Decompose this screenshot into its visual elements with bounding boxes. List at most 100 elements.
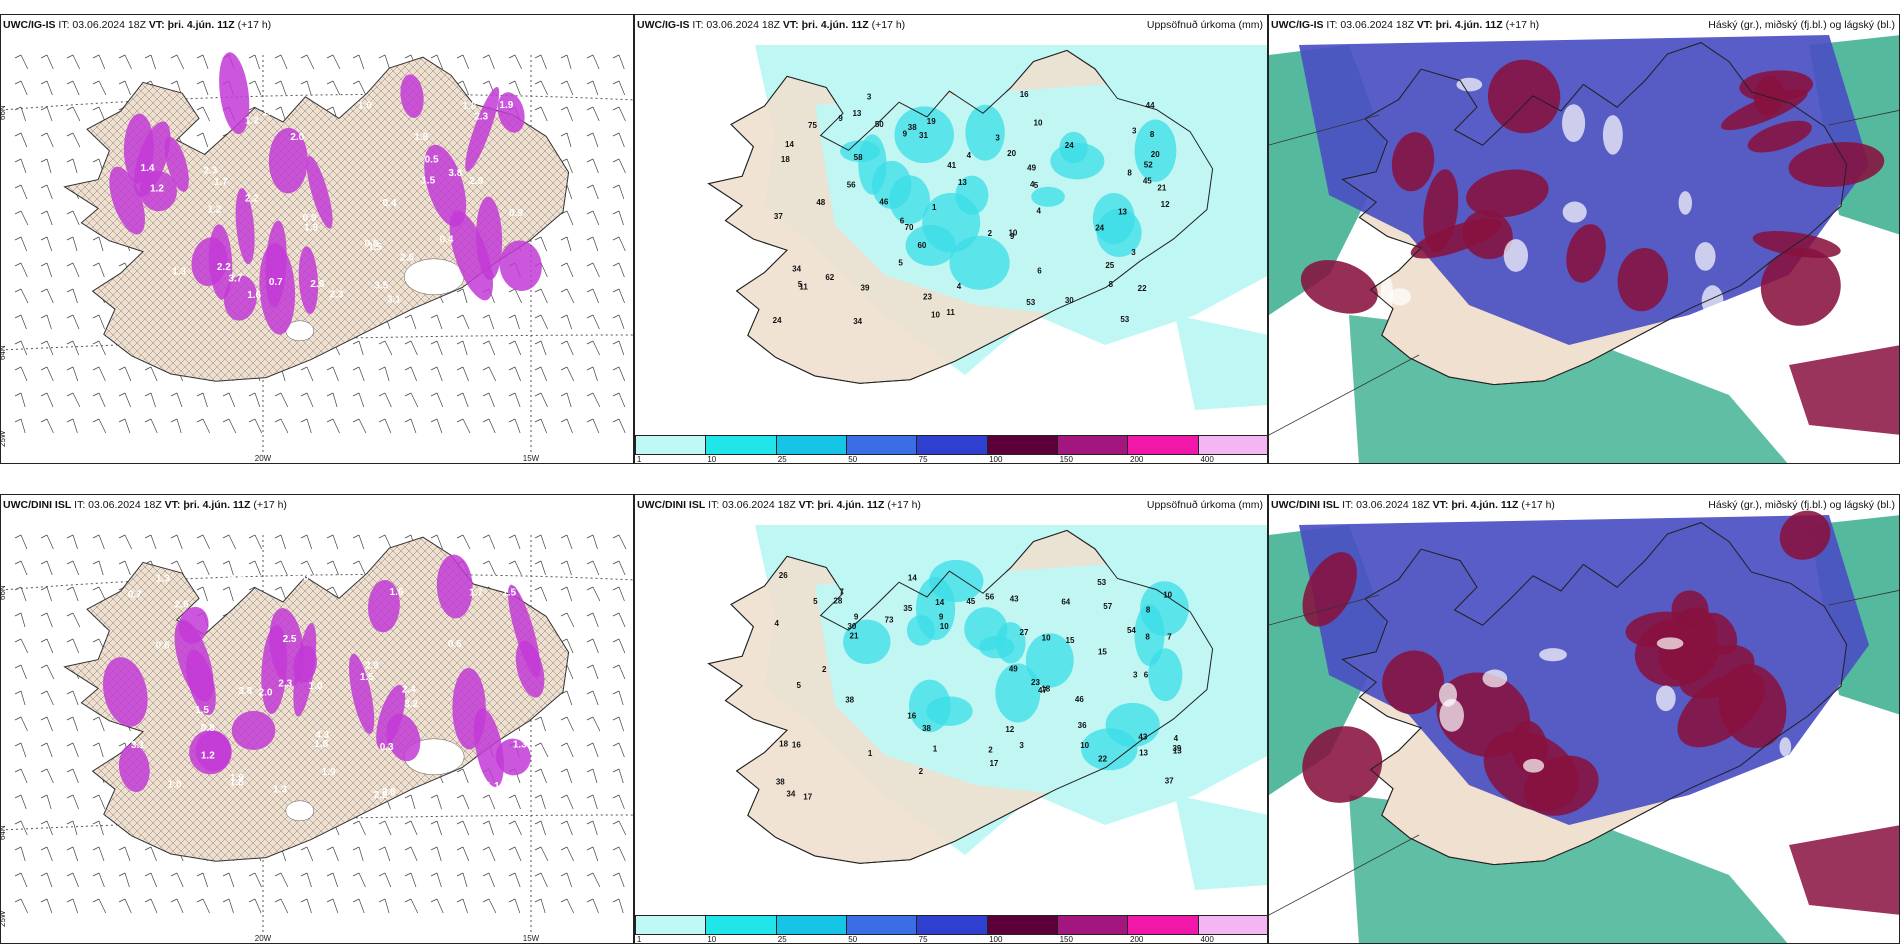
wind-barb — [222, 418, 237, 434]
snow-value-label: 1.5 — [195, 705, 209, 716]
snow-value-label: 1.0 — [309, 681, 323, 692]
wind-barb — [40, 638, 54, 654]
wind-barb — [404, 898, 419, 914]
wind-barb — [560, 236, 572, 252]
snow-value-label: 2.4 — [402, 685, 416, 696]
snow-value-label: 1.3 — [513, 740, 527, 751]
wind-barb — [40, 898, 53, 914]
precip-map[interactable]: 1234658311124626070537558451021495652383… — [635, 15, 1268, 435]
lon-label-mid: 20W — [255, 454, 272, 463]
snow-value-label: 0.4 — [382, 198, 396, 209]
precip-value-label: 10 — [1163, 591, 1172, 600]
snow-value-label: 2.3 — [329, 290, 343, 301]
snow-value-label: 2.0 — [290, 132, 304, 143]
wind-barb — [378, 820, 392, 836]
wind-barb — [248, 418, 263, 434]
wind-barb — [66, 132, 81, 148]
wind-barb — [66, 366, 79, 382]
precip-value-label: 38 — [845, 696, 854, 705]
wind-snow-map[interactable]: 3.1 1.2 2.2 2.3 3.8 3.5 0.9 2.2 1.9 3.7 1.3 1.4 0.9 0… — [1, 15, 634, 464]
wind-barb — [170, 392, 183, 408]
snow-area — [269, 608, 305, 687]
wind-barb — [586, 872, 601, 888]
wind-barb — [586, 106, 600, 122]
wind-barb — [66, 314, 80, 330]
wind-barb — [378, 534, 392, 550]
wind-barb — [456, 392, 469, 408]
precip-value-label: 25 — [1105, 261, 1114, 270]
snow-area — [298, 246, 319, 315]
wind-barb — [404, 366, 417, 382]
wind-panel-top: UWC/IG-IS IT: 03.06.2024 18Z VT: þri. 4.… — [0, 14, 634, 464]
snow-area — [499, 240, 542, 291]
wind-barb — [586, 288, 599, 304]
lat-label-top: 66N — [1, 105, 7, 120]
precip-area-light — [1175, 795, 1267, 890]
wind-barb — [274, 872, 289, 888]
wind-barb — [612, 288, 625, 304]
snow-value-label: 2.5 — [283, 634, 297, 645]
wind-barb — [352, 820, 366, 836]
high-cloud-area — [1410, 218, 1502, 259]
high-cloud-area — [1566, 224, 1606, 283]
precip-value-label: 41 — [947, 161, 956, 170]
cloud-map[interactable] — [1269, 495, 1900, 944]
wind-barb — [144, 872, 157, 888]
precip-value-label: 10 — [1080, 741, 1089, 750]
wind-barb — [14, 794, 27, 810]
wind-barb — [66, 586, 79, 602]
wind-barb — [430, 314, 443, 330]
high-cloud-area — [1658, 607, 1717, 681]
precip-value-label: 57 — [1103, 602, 1112, 611]
snow-value-label: 0.6 — [448, 639, 462, 650]
wind-barb — [430, 820, 442, 836]
wind-barb — [612, 132, 625, 148]
cloud-gap — [1380, 274, 1394, 314]
colorbar-swatch — [846, 436, 918, 454]
wind-barb — [300, 418, 312, 434]
precip-value-label: 38 — [776, 778, 785, 787]
colorbar-tick-label: 50 — [848, 455, 858, 464]
wind-barb — [40, 586, 52, 602]
precip-area-mid — [1140, 581, 1189, 636]
wind-barb — [14, 898, 28, 914]
panel-label: Uppsöfnuð úrkoma (mm) — [1146, 499, 1263, 511]
wind-barb — [456, 846, 470, 862]
precip-value-label: 10 — [940, 622, 949, 631]
snow-value-label: 1.2 — [150, 183, 164, 194]
snow-value-label: 1.8 — [230, 777, 244, 788]
cloud-map[interactable] — [1269, 15, 1900, 464]
precip-value-label: 4 — [1174, 734, 1179, 743]
panel-title: UWC/IG-IS IT: 03.06.2024 18Z VT: þri. 4.… — [637, 19, 906, 31]
cloud-gap — [1695, 242, 1716, 271]
wind-snow-map[interactable]: 1.3 2.2 1.9 1.4 3.3 2.6 3.8 1.1 3.0 2.5 1.7 1.9 2.3 1… — [1, 495, 634, 944]
wind-barb — [404, 794, 416, 810]
precip-value-label: 3 — [995, 134, 1000, 143]
wind-barb — [144, 366, 158, 382]
snow-value-label: 1.3 — [273, 785, 287, 796]
high-cloud-area — [1302, 552, 1357, 627]
wind-barb — [196, 560, 210, 576]
wind-barb — [534, 366, 548, 382]
wind-barb — [534, 534, 547, 550]
wind-barb — [378, 418, 392, 434]
wind-barb — [560, 690, 573, 706]
panel-title: UWC/IG-IS IT: 03.06.2024 18Z VT: þri. 4.… — [3, 19, 272, 31]
snow-area — [465, 86, 500, 172]
wind-barb — [612, 872, 625, 888]
wind-barb — [196, 586, 208, 602]
wind-barb — [300, 898, 312, 914]
precip-value-label: 9 — [903, 130, 908, 139]
precip-value-label: 9 — [854, 612, 859, 621]
wind-barb — [66, 80, 80, 96]
wind-barb — [92, 794, 106, 810]
snow-area — [376, 684, 406, 750]
wind-barb — [586, 664, 599, 680]
wind-barb — [534, 898, 546, 914]
cloud-gap — [1678, 191, 1693, 215]
cloud-gap — [1456, 77, 1483, 92]
wind-barb — [560, 820, 573, 836]
colorbar-swatch — [1198, 916, 1267, 934]
snow-value-label: 3.1 — [387, 294, 401, 305]
